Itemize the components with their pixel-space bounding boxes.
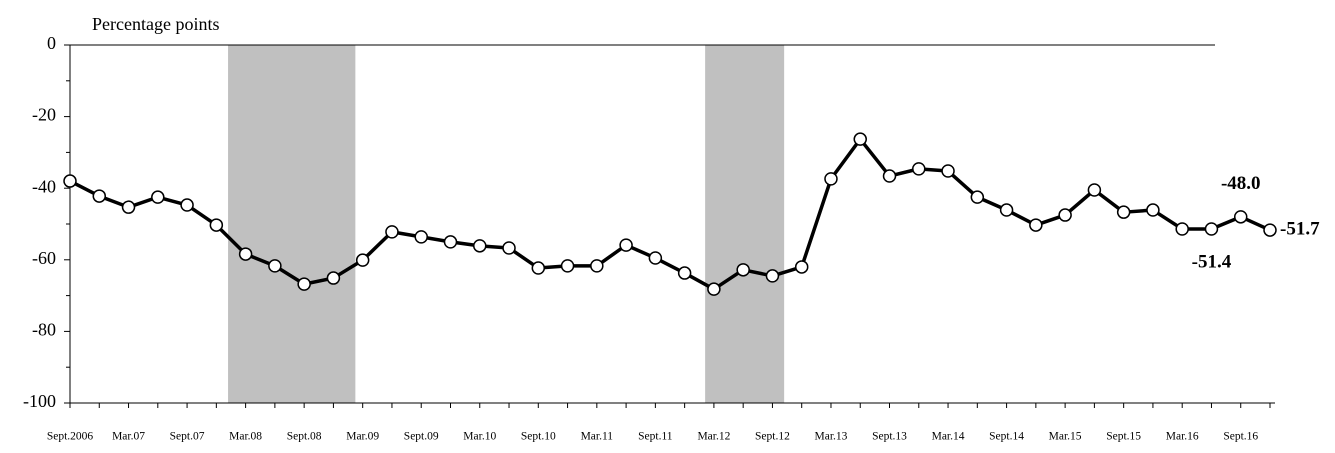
- data-point: [1116, 205, 1131, 219]
- data-point: [443, 235, 458, 249]
- y-tick-label: -20: [32, 105, 56, 125]
- data-point: [707, 282, 721, 296]
- data-point: [121, 200, 136, 214]
- data-point: [502, 241, 516, 255]
- x-tick-label: Sept.2006: [47, 431, 94, 443]
- data-point: [1029, 218, 1043, 232]
- x-tick-label: Mar.08: [229, 431, 262, 443]
- x-tick-label: Mar.15: [1049, 431, 1082, 443]
- y-tick-label: -100: [23, 391, 56, 411]
- data-point: [1146, 203, 1160, 217]
- data-point: [736, 263, 750, 277]
- data-point: [648, 251, 663, 265]
- data-point: [560, 259, 575, 273]
- data-point: [1058, 208, 1072, 222]
- value-label: -51.7: [1280, 218, 1320, 239]
- data-point: [794, 260, 809, 274]
- x-tick-label: Sept.15: [1106, 431, 1141, 443]
- data-point: [590, 259, 604, 273]
- x-tick-label: Sept.08: [287, 431, 322, 443]
- x-tick-label: Mar.11: [581, 431, 614, 443]
- x-tick-label: Mar.13: [815, 431, 848, 443]
- data-point: [882, 169, 897, 183]
- shaded-band: [228, 45, 356, 403]
- data-point: [999, 203, 1014, 217]
- y-tick-label: -60: [32, 248, 56, 268]
- data-point: [355, 253, 370, 267]
- data-point: [180, 198, 194, 212]
- data-point: [385, 225, 399, 239]
- x-tick-label: Sept.12: [755, 431, 790, 443]
- data-point: [677, 266, 692, 280]
- x-tick-label: Sept.16: [1223, 431, 1258, 443]
- value-label: -48.0: [1221, 173, 1261, 194]
- data-point: [473, 239, 487, 253]
- data-point: [326, 271, 341, 285]
- data-point: [297, 277, 311, 291]
- data-point: [912, 162, 926, 176]
- value-label: -51.4: [1192, 251, 1232, 272]
- x-tick-label: Mar.09: [346, 431, 379, 443]
- x-tick-label: Mar.14: [932, 431, 965, 443]
- data-point: [1233, 210, 1248, 224]
- y-tick-label: 0: [47, 33, 56, 53]
- data-point: [92, 189, 107, 203]
- data-point: [765, 269, 780, 283]
- data-point: [151, 190, 165, 204]
- data-point: [1175, 222, 1189, 236]
- data-point: [1263, 223, 1277, 237]
- x-tick-label: Sept.07: [170, 431, 205, 443]
- data-point: [531, 261, 546, 275]
- data-point: [238, 247, 253, 261]
- data-point: [853, 132, 867, 146]
- shaded-band: [705, 45, 785, 403]
- data-point: [824, 172, 838, 186]
- x-tick-label: Mar.12: [697, 431, 730, 443]
- x-tick-label: Mar.07: [112, 431, 145, 443]
- data-point: [619, 238, 633, 252]
- data-point: [941, 164, 955, 178]
- y-tick-label: -80: [32, 320, 56, 340]
- x-tick-label: Mar.16: [1166, 431, 1199, 443]
- data-point: [970, 190, 985, 204]
- x-tick-label: Sept.14: [989, 431, 1024, 443]
- x-tick-label: Sept.11: [638, 431, 673, 443]
- x-tick-label: Sept.09: [404, 431, 439, 443]
- data-point: [209, 218, 224, 232]
- data-point: [1087, 183, 1102, 197]
- data-point: [1204, 222, 1219, 236]
- data-point: [268, 259, 282, 273]
- data-point: [63, 174, 77, 188]
- y-tick-label: -40: [32, 176, 56, 196]
- x-tick-label: Mar.10: [463, 431, 496, 443]
- data-point: [414, 230, 428, 244]
- x-tick-label: Sept.10: [521, 431, 556, 443]
- y-axis-label: Percentage points: [92, 14, 219, 34]
- x-tick-label: Sept.13: [872, 431, 907, 443]
